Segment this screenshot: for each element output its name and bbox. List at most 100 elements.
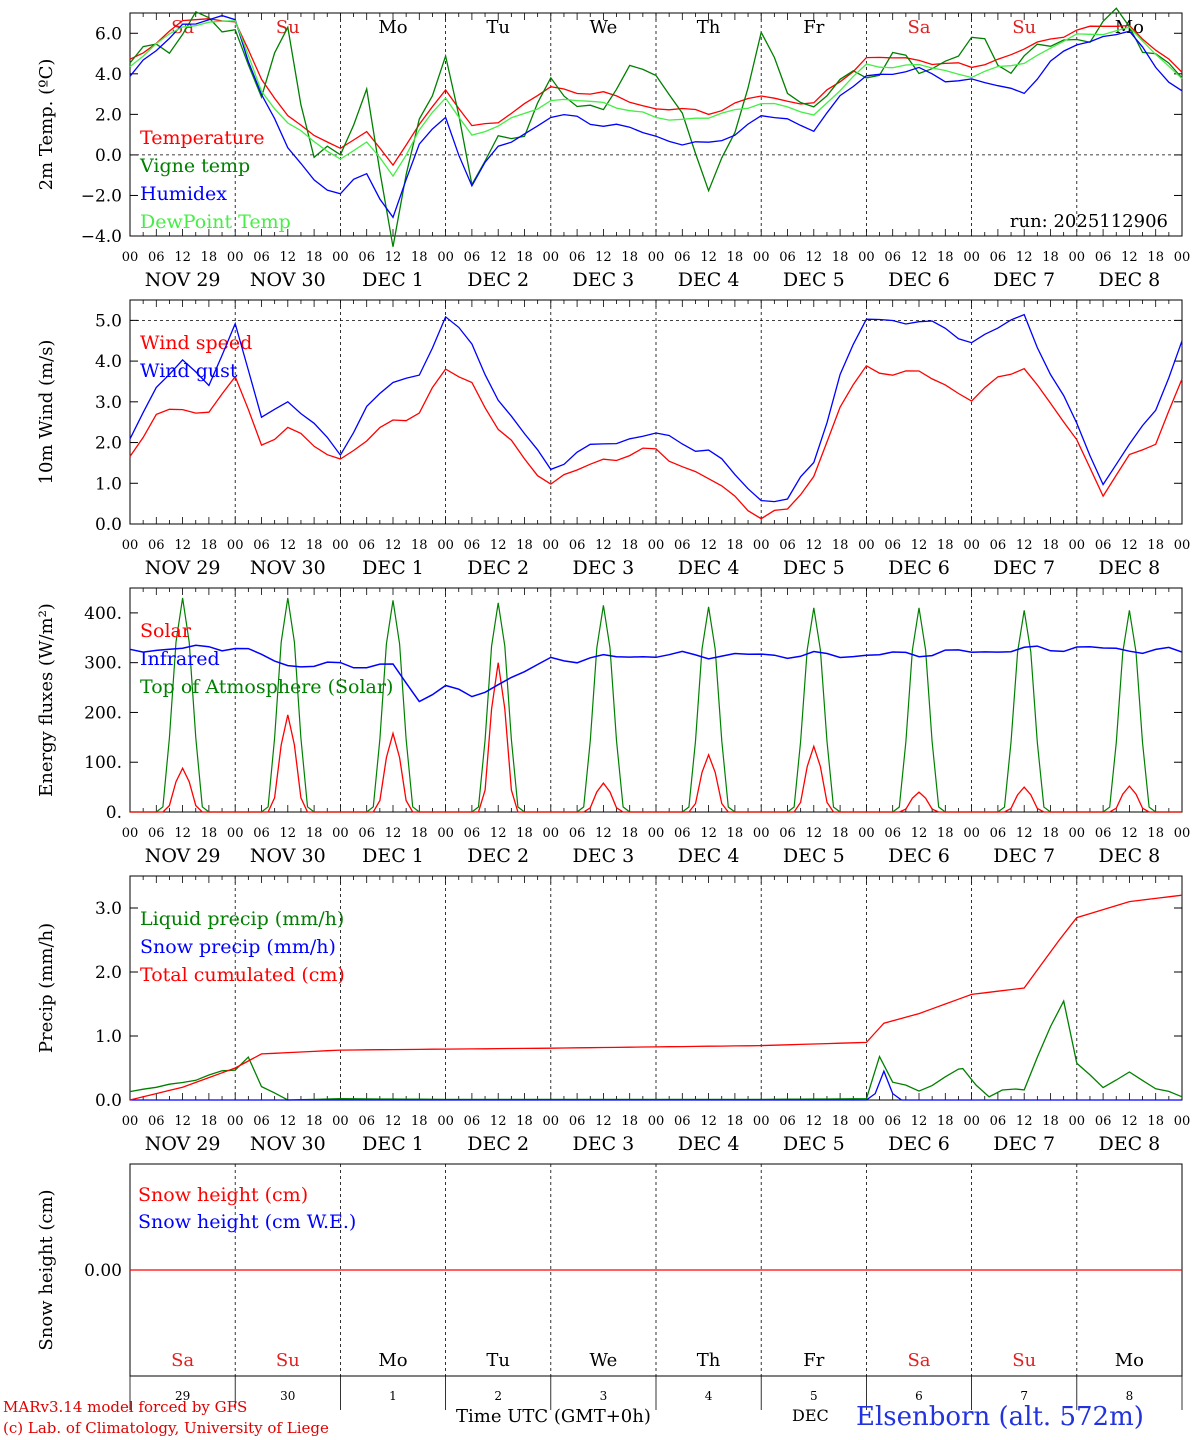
hour-tick-label: 00 [753, 250, 770, 265]
hour-tick-label: 00 [543, 826, 560, 841]
day-number: 5 [810, 1389, 818, 1403]
hour-tick-label: 18 [411, 538, 428, 553]
hour-tick-label: 00 [963, 826, 980, 841]
weekday-label: Mo [1115, 1350, 1144, 1371]
hour-tick-label: 06 [990, 1114, 1007, 1129]
hour-tick-label: 00 [227, 250, 244, 265]
hour-tick-label: 06 [884, 538, 901, 553]
date-label: DEC 8 [1099, 269, 1161, 291]
weekday-label: Su [276, 1350, 300, 1371]
hour-tick-label: 18 [201, 250, 218, 265]
hour-tick-label: 00 [437, 538, 454, 553]
hour-tick-label: 00 [332, 250, 349, 265]
y-tick-label: −4.0 [81, 227, 122, 247]
hour-tick-label: 06 [674, 1114, 691, 1129]
hour-tick-label: 12 [1016, 250, 1033, 265]
hour-tick-label: 18 [1147, 1114, 1164, 1129]
hour-tick-label: 00 [963, 538, 980, 553]
hour-tick-label: 18 [832, 538, 849, 553]
legend-entry: Snow height (cm W.E.) [138, 1211, 356, 1233]
hour-tick-label: 06 [148, 250, 165, 265]
y-tick-label: 2.0 [95, 963, 122, 983]
date-label: DEC 4 [678, 1133, 740, 1155]
temp-series-1 [129, 7, 1183, 247]
y-tick-label: 3.0 [95, 393, 122, 413]
hour-tick-label: 06 [569, 826, 586, 841]
weekday-label: Sa [907, 1350, 930, 1371]
y-tick-label: −2.0 [81, 186, 122, 206]
y-tick-label: 100. [84, 753, 122, 773]
hour-tick-label: 00 [648, 826, 665, 841]
hour-tick-label: 00 [753, 538, 770, 553]
y-tick-label: 1.0 [95, 1027, 122, 1047]
hour-tick-label: 18 [937, 826, 954, 841]
hour-tick-label: 00 [543, 538, 560, 553]
hour-tick-label: 12 [1121, 250, 1138, 265]
hour-tick-label: 18 [1147, 826, 1164, 841]
hour-tick-label: 00 [437, 1114, 454, 1129]
hour-tick-label: 06 [253, 250, 270, 265]
lab-credit: (c) Lab. of Climatology, University of L… [3, 1419, 329, 1437]
hour-tick-label: 00 [963, 250, 980, 265]
hour-tick-label: 06 [884, 250, 901, 265]
date-label: DEC 1 [362, 1133, 424, 1155]
solar-series [130, 662, 1182, 813]
temp-series-3 [129, 20, 1183, 178]
infrared-series [129, 644, 1183, 703]
hour-tick-label: 18 [1042, 538, 1059, 553]
hour-tick-label: 12 [490, 250, 507, 265]
hour-tick-label: 12 [595, 250, 612, 265]
hour-tick-label: 18 [201, 538, 218, 553]
hour-tick-label: 06 [569, 1114, 586, 1129]
day-number: 1 [389, 1389, 397, 1403]
day-number: 6 [915, 1389, 923, 1403]
legend-entry: Snow height (cm) [138, 1184, 308, 1206]
hour-tick-label: 06 [990, 250, 1007, 265]
hour-tick-label: 12 [280, 538, 297, 553]
y-tick-label: 1.0 [95, 474, 122, 494]
day-number: 29 [175, 1389, 190, 1403]
weekday-label: Sa [907, 17, 930, 38]
hour-tick-label: 06 [569, 250, 586, 265]
hour-tick-label: 18 [516, 538, 533, 553]
hour-tick-label: 06 [569, 538, 586, 553]
hour-tick-label: 12 [806, 826, 823, 841]
date-label: DEC 6 [888, 269, 950, 291]
date-label: DEC 6 [888, 845, 950, 867]
hour-tick-label: 12 [700, 250, 717, 265]
weekday-label: Fr [803, 17, 824, 38]
hour-tick-label: 12 [174, 538, 191, 553]
hour-tick-label: 12 [280, 1114, 297, 1129]
hour-tick-label: 12 [595, 1114, 612, 1129]
y-axis-label: Energy fluxes (W/m²) [36, 603, 57, 797]
hour-tick-label: 06 [358, 1114, 375, 1129]
hour-tick-label: 18 [411, 250, 428, 265]
legend-entry: Temperature [140, 127, 264, 149]
y-tick-label: 2.0 [95, 434, 122, 454]
date-label: DEC 5 [783, 557, 845, 579]
y-tick-label: 300. [84, 654, 122, 674]
model-credit: MARv3.14 model forced by GFS [3, 1398, 248, 1416]
hour-tick-label: 00 [227, 826, 244, 841]
temp-series-0 [129, 18, 1183, 167]
hour-tick-label: 00 [1174, 250, 1191, 265]
hour-tick-label: 00 [437, 826, 454, 841]
hour-tick-label: 06 [464, 826, 481, 841]
date-label: DEC 1 [362, 557, 424, 579]
hour-tick-label: 06 [464, 1114, 481, 1129]
run-annotation: run: 2025112906 [1010, 211, 1168, 232]
hour-tick-label: 12 [1016, 826, 1033, 841]
hour-tick-label: 06 [779, 250, 796, 265]
hour-tick-label: 00 [543, 250, 560, 265]
day-number: 8 [1126, 1389, 1134, 1403]
hour-tick-label: 00 [122, 1114, 139, 1129]
hour-tick-label: 06 [884, 1114, 901, 1129]
hour-tick-label: 00 [858, 1114, 875, 1129]
hour-tick-label: 18 [621, 826, 638, 841]
precip-series-2 [129, 894, 1183, 1101]
hour-tick-label: 06 [1095, 250, 1112, 265]
hour-tick-label: 12 [280, 826, 297, 841]
date-label: DEC 5 [783, 269, 845, 291]
hour-tick-label: 00 [1069, 538, 1086, 553]
date-label: DEC 1 [362, 845, 424, 867]
